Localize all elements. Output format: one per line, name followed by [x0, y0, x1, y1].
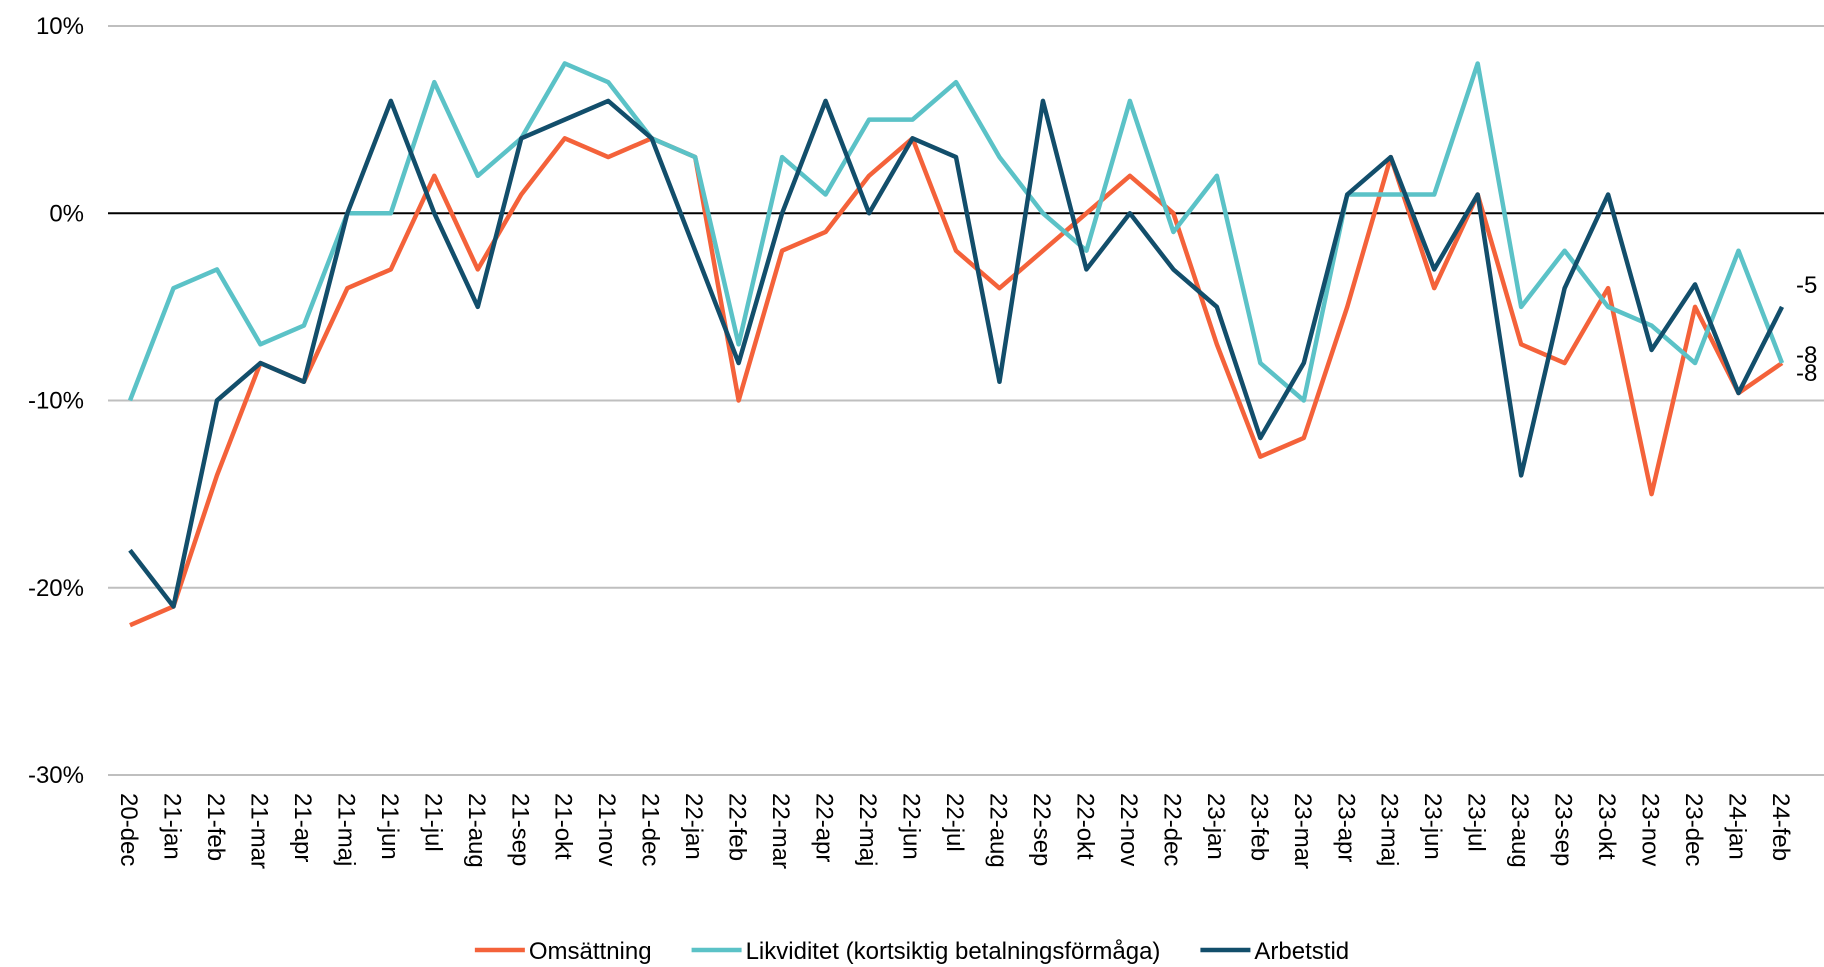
legend-item: Likviditet (kortsiktig betalningsförmåga…	[691, 938, 1161, 965]
x-tick-label: 22-mar	[767, 793, 794, 869]
y-tick-label: 10%	[36, 13, 84, 40]
legend: Omsättning Likviditet (kortsiktig betalni…	[474, 938, 1349, 965]
end-label: -8	[1796, 342, 1817, 369]
end-label: -8	[1796, 360, 1817, 387]
x-tick-label: 22-nov	[1115, 793, 1142, 866]
x-tick-label: 21-nov	[593, 793, 620, 866]
y-tick-label: -10%	[28, 388, 84, 415]
x-tick-label: 23-mar	[1289, 793, 1316, 869]
x-tick-label: 24-jan	[1724, 793, 1751, 860]
end-label: -5	[1796, 272, 1817, 299]
x-tick-label: 21-dec	[637, 793, 664, 866]
x-tick-label: 23-apr	[1332, 793, 1359, 862]
x-tick-label: 21-okt	[550, 793, 577, 860]
x-tick-label: 22-jan	[680, 793, 707, 860]
x-tick-label: 23-maj	[1376, 793, 1403, 866]
x-tick-label: 23-aug	[1506, 793, 1533, 868]
legend-item: Omsättning	[474, 938, 652, 965]
x-tick-label: 21-mar	[245, 793, 272, 869]
x-tick-label: 23-jul	[1463, 793, 1490, 852]
series-line	[128, 98, 1785, 609]
legend-item: Arbetstid	[1200, 938, 1349, 965]
x-tick-label: 22-okt	[1071, 793, 1098, 860]
x-tick-label: 22-feb	[724, 793, 751, 861]
x-tick-label: 22-dec	[1158, 793, 1185, 866]
legend-label: Likviditet (kortsiktig betalningsförmåga…	[746, 938, 1161, 965]
x-tick-label: 21-jun	[376, 793, 403, 860]
x-tick-label: 21-aug	[463, 793, 490, 868]
x-tick-label: 22-jul	[941, 793, 968, 852]
y-tick-label: -30%	[28, 762, 84, 789]
series-line	[129, 136, 1784, 628]
x-tick-label: 22-aug	[984, 793, 1011, 868]
legend-label: Omsättning	[529, 938, 652, 965]
legend-label: Arbetstid	[1254, 938, 1349, 965]
x-tick-label: 21-feb	[202, 793, 229, 861]
x-tick-label: 22-jun	[898, 793, 925, 860]
x-tick-label: 23-sep	[1550, 793, 1577, 866]
x-tick-label: 23-okt	[1593, 793, 1620, 860]
x-tick-label: 22-sep	[1028, 793, 1055, 866]
x-tick-label: 21-jan	[158, 793, 185, 860]
x-tick-label: 23-dec	[1680, 793, 1707, 866]
x-tick-label: 20-dec	[115, 793, 142, 866]
x-tick-label: 21-apr	[289, 793, 316, 862]
x-tick-label: 23-feb	[1245, 793, 1272, 861]
series-line	[127, 61, 1785, 403]
x-tick-label: 23-nov	[1637, 793, 1664, 866]
x-tick-label: 23-jun	[1419, 793, 1446, 860]
x-tick-label: 24-feb	[1767, 793, 1794, 861]
y-tick-label: 0%	[49, 200, 84, 227]
x-tick-label: 21-jul	[419, 793, 446, 852]
x-tick-label: 21-maj	[332, 793, 359, 866]
x-tick-label: 22-maj	[854, 793, 881, 866]
x-tick-label: 22-apr	[811, 793, 838, 862]
x-tick-label: 23-jan	[1202, 793, 1229, 860]
x-tick-label: 21-sep	[506, 793, 533, 866]
y-tick-label: -20%	[28, 575, 84, 602]
